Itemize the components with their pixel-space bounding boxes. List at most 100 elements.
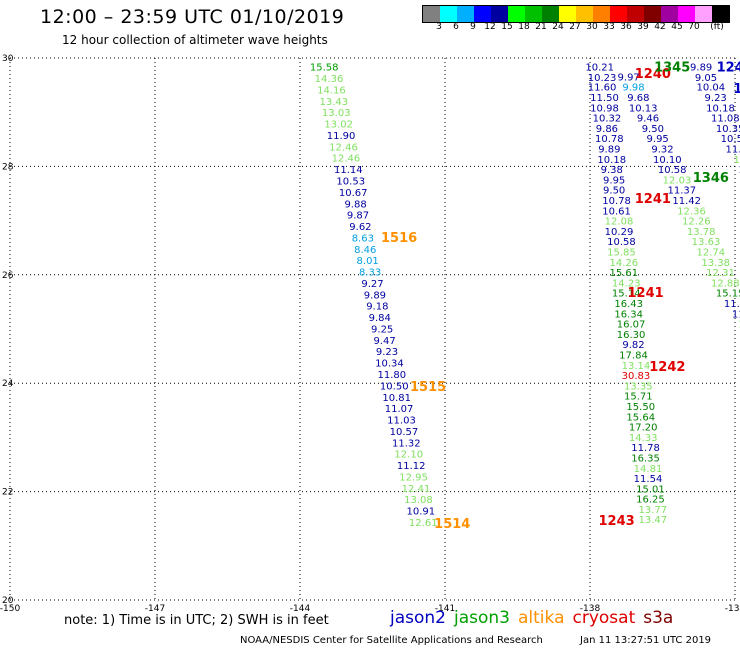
swh-value: 11.14 — [334, 165, 363, 176]
swh-value: 10.13 — [629, 103, 658, 114]
swh-value: 9.95 — [647, 134, 669, 145]
color-swatch-14 — [661, 6, 678, 22]
pass-time-label: 1516 — [381, 231, 417, 246]
swh-value: 10.34 — [375, 359, 404, 370]
swh-value: 12.95 — [399, 472, 428, 483]
page-title: 12:00 – 23:59 UTC 01/10/2019 — [40, 6, 345, 28]
swh-value: 10.91 — [407, 507, 436, 518]
color-swatch-3 — [474, 6, 491, 22]
color-tick-label: 45 — [671, 22, 683, 32]
swh-value: 12.41 — [402, 484, 431, 495]
swh-value: 10.21 — [585, 63, 614, 74]
swh-value: 9.89 — [364, 290, 386, 301]
swh-value: 9.98 — [622, 83, 644, 94]
swh-value: 10.81 — [382, 393, 411, 404]
color-swatch-8 — [559, 6, 576, 22]
swh-value: 15.15 — [716, 289, 740, 300]
swh-value: 13.38 — [701, 258, 730, 269]
swh-value: 9.86 — [596, 124, 618, 135]
color-swatch-4 — [491, 6, 508, 22]
swh-value: 14.33 — [629, 433, 658, 444]
swh-value: 15.71 — [624, 392, 653, 403]
color-swatch-13 — [644, 6, 661, 22]
swh-value: 10.50 — [380, 381, 409, 392]
swh-value: 13.78 — [687, 227, 716, 238]
x-tick-label: -150 — [0, 604, 20, 614]
swh-value: 13.43 — [320, 97, 349, 108]
units-note: note: 1) Time is in UTC; 2) SWH is in fe… — [64, 613, 329, 628]
swh-value: 9.50 — [642, 124, 664, 135]
swh-value: 13.03 — [322, 108, 351, 119]
y-tick-label: 30 — [2, 54, 14, 64]
swh-value: 10.58 — [607, 237, 636, 248]
swh-value: 15.85 — [607, 247, 636, 258]
swh-value: 15.61 — [610, 268, 639, 279]
color-tick-label: 21 — [535, 22, 547, 32]
swh-value: 12.88 — [711, 278, 740, 289]
swh-value: 15.58 — [310, 63, 339, 74]
swh-value: 8.63 — [352, 233, 374, 244]
swh-value: 16.30 — [617, 330, 646, 341]
color-swatch-7 — [542, 6, 559, 22]
swh-value: 16.25 — [636, 495, 665, 506]
pass-time-label: 124 — [717, 61, 740, 76]
y-tick-label: 26 — [2, 271, 14, 281]
color-tick-label: 42 — [654, 22, 666, 32]
color-tick-label: 39 — [637, 22, 649, 32]
swh-value: 11.50 — [590, 93, 619, 104]
color-tick-label: 3 — [436, 22, 442, 32]
swh-value: 10.57 — [390, 427, 419, 438]
page-subtitle: 12 hour collection of altimeter wave hei… — [62, 33, 328, 47]
color-swatch-10 — [593, 6, 610, 22]
swh-value: 10.56 — [721, 134, 740, 145]
y-tick-label: 28 — [2, 162, 14, 172]
y-tick-label: 24 — [2, 379, 14, 389]
legend-jason3: jason3 — [454, 608, 510, 628]
swh-value: 9.88 — [344, 199, 366, 210]
swh-value: 12.1 — [734, 155, 740, 166]
swh-value: 11.51 — [726, 145, 740, 156]
swh-value: 17.20 — [629, 423, 658, 434]
swh-value: 11.6 — [738, 165, 740, 176]
swh-value: 11.9 — [724, 299, 740, 310]
color-swatch-16 — [695, 6, 712, 22]
swh-value: 12.46 — [329, 142, 358, 153]
pass-time-label: 1345 — [654, 61, 690, 76]
swh-value: 16.07 — [617, 320, 646, 331]
swh-value: 13.35 — [624, 381, 653, 392]
color-tick-label: (ft) — [710, 22, 724, 32]
swh-value: 10.53 — [336, 176, 365, 187]
swh-value: 10.78 — [602, 196, 631, 207]
swh-value: 11.80 — [378, 370, 407, 381]
x-tick-label: -144 — [290, 604, 311, 614]
swh-value: 11.42 — [672, 196, 701, 207]
swh-value: 14.23 — [612, 278, 641, 289]
swh-value: 10.29 — [605, 227, 634, 238]
swh-value: 11.32 — [392, 438, 421, 449]
legend-s3a: s3a — [643, 608, 674, 628]
swh-value: 12.03 — [663, 175, 692, 186]
swh-value: 9.38 — [601, 165, 623, 176]
swh-value: 13.63 — [692, 237, 721, 248]
legend-altika: altika — [518, 608, 565, 628]
swh-value: 9.89 — [690, 63, 712, 74]
swh-value: 8.33 — [359, 268, 381, 279]
pass-time-label: 1242 — [649, 360, 685, 375]
swh-value: 11.78 — [631, 443, 660, 454]
swh-value: 12.46 — [332, 154, 361, 165]
footer-organization: NOAA/NESDIS Center for Satellite Applica… — [240, 635, 543, 646]
swh-value: 9.87 — [347, 211, 369, 222]
swh-value: 9.27 — [361, 279, 383, 290]
color-swatch-12 — [627, 6, 644, 22]
swh-value: 10.32 — [593, 114, 622, 125]
legend-jason2: jason2 — [390, 608, 446, 628]
color-tick-label: 12 — [484, 22, 496, 32]
swh-value: 16.43 — [614, 299, 643, 310]
swh-value: 15.14 — [612, 289, 641, 300]
swh-value: 14.16 — [317, 85, 346, 96]
swh-value: 10.98 — [590, 103, 619, 114]
swh-value: 12.31 — [706, 268, 735, 279]
footer-timestamp: Jan 11 13:27:51 UTC 2019 — [580, 635, 712, 646]
swh-value: 9.97 — [618, 72, 640, 83]
swh-value: 9.62 — [349, 222, 371, 233]
